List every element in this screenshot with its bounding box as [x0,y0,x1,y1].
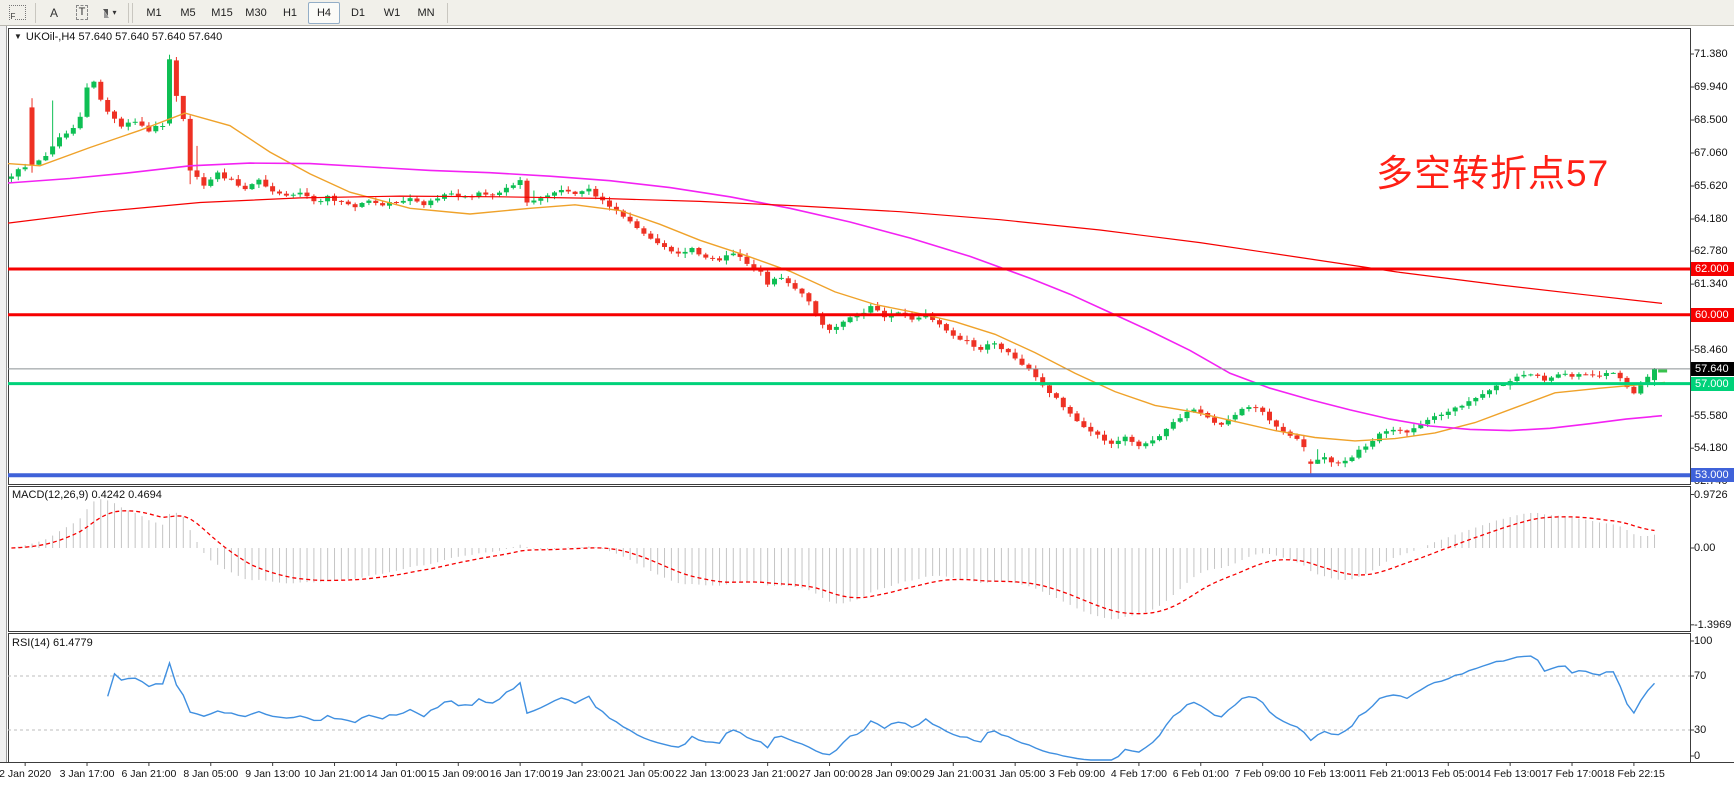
axis-ticks [24,53,1694,766]
price-axis-label: 54.180 [1694,442,1728,455]
time-axis-label: 15 Jan 09:00 [427,768,489,780]
macd-axis-label: -1.3969 [1694,618,1732,631]
panel-borders [0,28,1734,763]
time-axis-label: 6 Feb 01:00 [1172,768,1229,780]
rsi-level-lines [8,675,1690,731]
price-axis-label: 61.340 [1694,278,1728,291]
ma-mid-magenta [7,162,1663,432]
timeframe-button-M5[interactable]: M5 [180,6,196,19]
symbol-dropdown-caret-icon[interactable]: ▼ [14,32,22,41]
window-left-gutter [0,26,7,762]
dotted-grid-icon: F [8,5,26,21]
timeframe-button-M1[interactable]: M1 [146,6,162,19]
time-axis-label: 23 Jan 21:00 [737,768,798,780]
arrow-text-a-button[interactable]: A [49,5,58,20]
price-axis-label: 67.060 [1694,147,1728,159]
price-axis-label: 64.180 [1694,213,1728,226]
price-axis-label: 65.620 [1694,180,1728,193]
price-badge-53.000: 53.000 [1691,468,1734,483]
time-axis-label: 13 Feb 05:00 [1417,768,1480,780]
timeframe-button-H4[interactable]: H4 [308,1,340,24]
time-axis-label: 14 Feb 13:00 [1479,768,1542,780]
dotted-grid-button[interactable]: F [4,2,30,24]
time-axis-label: 9 Jan 13:00 [245,768,301,780]
price-badge-62.000: 62.000 [1691,261,1734,276]
toolbar-separator [35,2,36,23]
price-axis-label: 68.500 [1694,114,1728,126]
price-axis-label: 69.940 [1694,81,1728,93]
price-axis-label: 71.380 [1694,48,1728,60]
timeframe-group: M1 M5 M15 M30 H1 H4 D1 W1 MN [137,1,443,24]
macd-histogram [17,499,1656,620]
price-axis-label: 58.460 [1694,344,1728,357]
time-axis-label: 17 Feb 17:00 [1541,768,1603,780]
timeframe-button-MN[interactable]: MN [417,6,435,19]
toolbar-separator [447,2,448,23]
timeframe-button-M30[interactable]: M30 [245,6,267,19]
text-label-button[interactable]: T [69,2,95,24]
price-badge-57.000: 57.000 [1691,376,1734,391]
rsi-axis-label: 0 [1694,750,1701,762]
time-axis-label: 19 Jan 23:00 [551,768,613,780]
objects-icon-2 [104,11,110,18]
time-axis-label: 27 Jan 00:00 [799,768,860,780]
price-axis-label: 62.780 [1694,245,1728,258]
rsi-axis-label: 30 [1694,724,1707,736]
current-bar-marker [1658,369,1668,373]
toolbar-separator [128,2,133,23]
time-axis-label: 21 Jan 05:00 [613,768,675,780]
price-badge-60.000: 60.000 [1691,307,1734,322]
timeframe-button-D1[interactable]: D1 [350,6,366,19]
objects-dropdown-button[interactable]: ▾ [97,2,123,24]
macd-axis-label: 0.9726 [1694,488,1728,501]
time-axis-label: 29 Jan 21:00 [922,768,984,780]
macd-indicator-label: MACD(12,26,9) 0.4242 0.4694 [12,489,162,501]
annotation-text[interactable]: 多空转折点57 [1376,153,1610,194]
time-axis-label: 16 Jan 17:00 [489,768,551,780]
time-axis-label: 18 Feb 22:15 [1602,768,1665,780]
time-axis-label: 6 Jan 21:00 [121,768,177,780]
timeframe-button-W1[interactable]: W1 [383,6,401,19]
rsi-axis-label: 100 [1694,635,1713,647]
candles-layer [8,54,1657,477]
time-axis-label: 4 Feb 17:00 [1110,768,1167,780]
price-badge-57.640: 57.640 [1691,361,1734,376]
timeframe-button-H1[interactable]: H1 [282,6,298,19]
price-axis-label: 55.580 [1694,410,1728,423]
time-axis-label: 2 Jan 2020 [0,768,52,780]
rsi-indicator-label: RSI(14) 61.4779 [12,637,93,649]
time-axis-label: 11 Feb 21:00 [1355,768,1417,780]
toolbar: F A T ▾ M1 M5 M15 M30 H1 H4 D1 W1 MN [0,0,1734,26]
timeframe-button-M15[interactable]: M15 [211,6,233,19]
rsi-axis-label: 70 [1694,670,1707,682]
text-box-icon: T [75,5,89,20]
chevron-down-icon: ▾ [112,8,117,17]
time-axis-label: 28 Jan 09:00 [861,768,922,780]
time-axis-label: 14 Jan 01:00 [366,768,427,780]
macd-axis-label: 0.00 [1694,542,1716,554]
rsi-line [107,655,1656,761]
macd-signal-line [11,510,1655,615]
time-axis-label: 10 Jan 21:00 [304,768,365,780]
time-axis-label: 31 Jan 05:00 [984,768,1046,780]
time-axis-label: 8 Jan 05:00 [183,768,239,780]
symbol-ohlc-text: UKOil-,H4 57.640 57.640 57.640 57.640 [25,31,223,43]
time-axis-label: 10 Feb 13:00 [1293,768,1356,780]
time-axis-label: 3 Feb 09:00 [1048,768,1106,780]
time-axis-label: 3 Jan 17:00 [59,768,115,780]
ma-slow-red [7,195,1663,304]
time-axis-label: 22 Jan 13:00 [675,768,737,780]
time-axis-label: 7 Feb 09:00 [1234,768,1291,780]
chart-title: ▼ UKOil-,H4 57.640 57.640 57.640 57.640 [14,31,222,43]
